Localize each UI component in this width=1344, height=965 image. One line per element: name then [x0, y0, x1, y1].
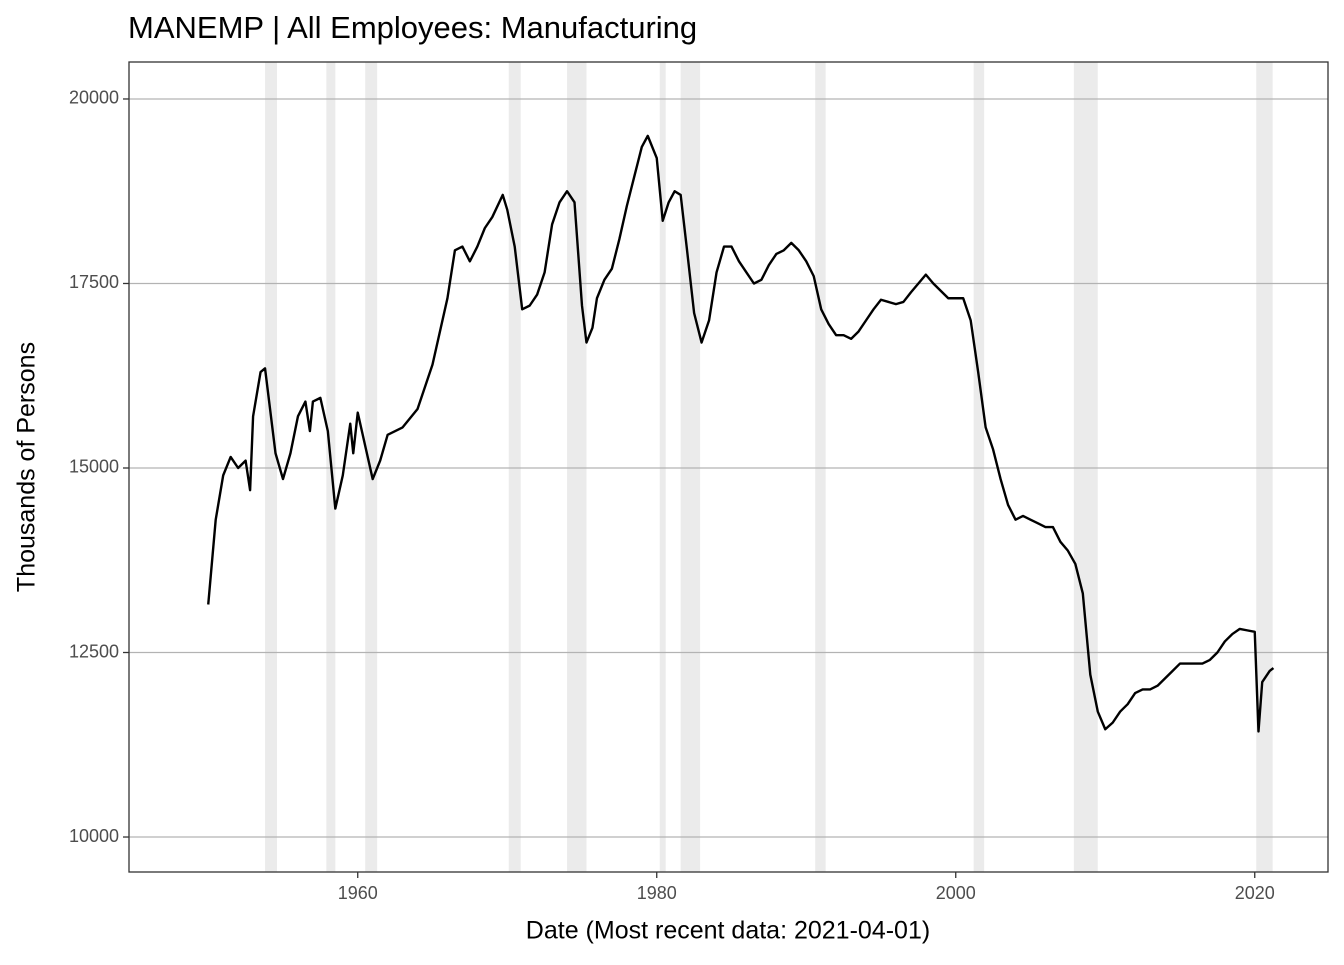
x-tick-label: 2020: [1235, 883, 1275, 903]
y-tick-label: 12500: [69, 641, 119, 661]
x-tick-label: 1960: [338, 883, 378, 903]
recession-band: [1256, 62, 1273, 872]
chart-title: MANEMP | All Employees: Manufacturing: [128, 10, 697, 45]
recession-band: [680, 62, 701, 872]
panel-border: [128, 61, 1329, 873]
y-tick-label: 20000: [69, 88, 119, 108]
recession-band: [659, 62, 666, 872]
x-axis-label: Date (Most recent data: 2021-04-01): [526, 917, 930, 945]
recession-band: [815, 62, 826, 872]
recession-band: [265, 62, 278, 872]
x-tick-label: 2000: [936, 883, 976, 903]
recession-band: [973, 62, 985, 872]
y-tick-label: 15000: [69, 457, 119, 477]
x-tick-label: 1980: [637, 883, 677, 903]
recession-band: [508, 62, 521, 872]
y-axis-label: Thousands of Persons: [13, 342, 41, 592]
y-tick-label: 17500: [69, 272, 119, 292]
recession-band: [1073, 62, 1098, 872]
data-line: [207, 134, 1275, 733]
y-tick-label: 10000: [69, 826, 119, 846]
recession-band: [567, 62, 587, 872]
